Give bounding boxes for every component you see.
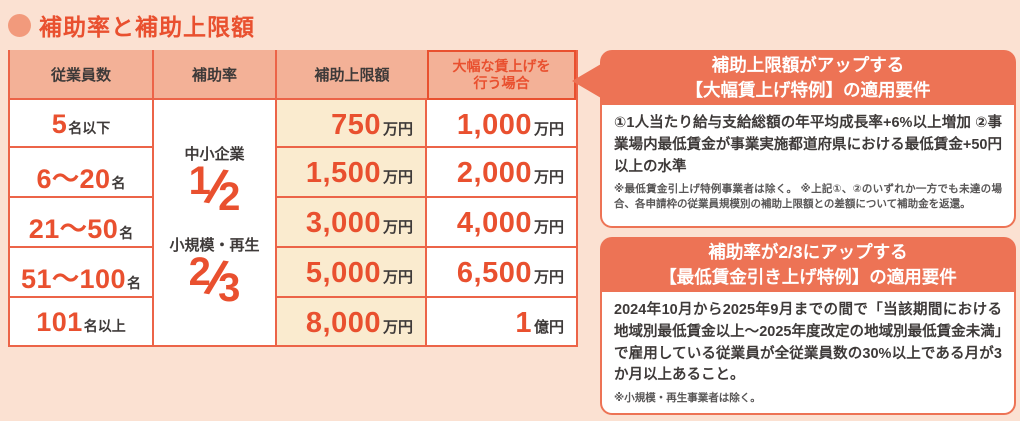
cap-cell: 750 万円 [277,100,427,148]
panel-title-line1: 補助上限額がアップする [711,55,905,75]
section-title-row: 補助率と補助上限額 [8,8,255,42]
raise-cap-cell: 6,500 万円 [427,247,576,298]
rate-label: 中小企業 [184,145,245,163]
panel-wage-raise-special: 補助上限額がアップする 【大幅賃上げ特例】の適用要件 ①1人当たり給与支給総額の… [600,50,1016,228]
raise-cap-cell: 1,000 万円 [427,100,576,148]
panel-requirements-text: ①1人当たり給与支給総額の年平均成長率+6%以上増加 ②事業場内最低賃金が事業実… [614,115,1002,175]
raise-cap-amount: 2,000 [456,156,532,189]
raise-cap-amount: 6,500 [456,256,532,289]
panel-title-line1: 補助率が2/3にアップする [708,242,908,262]
panel-body: 2024年10月から2025年9月までの間で「当該期間における地域別最低賃金以上… [600,292,1016,415]
cap-unit: 万円 [382,168,413,186]
header-wage-raise: 大幅な賃上げを 行う場合 [427,50,576,100]
panel-footnote: ※最低賃金引上げ特例事業者は除く。 ※上記①、②のいずれか一方でも未達の場合、各… [614,183,1002,211]
fraction-numerator: 1 [188,158,211,203]
cap-unit: 万円 [382,218,413,236]
raise-cap-amount: 4,000 [456,206,532,239]
cap-cell: 3,000 万円 [277,197,427,248]
raise-cap-unit: 万円 [533,268,564,286]
rate-group-shokibo: 小規模・再生 2/3 [169,234,260,308]
panel-body: ①1人当たり給与支給総額の年平均成長率+6%以上増加 ②事業場内最低賃金が事業実… [600,105,1016,228]
page-title: 補助率と補助上限額 [39,14,255,40]
cap-unit: 万円 [382,121,413,138]
cap-amount: 3,000 [305,206,381,239]
cap-cell: 1,500 万円 [277,147,427,198]
cap-cell: 8,000 万円 [277,297,427,345]
raise-cap-amount: 1,000 [456,109,532,141]
cap-amount: 1,500 [305,156,381,189]
cap-amount: 5,000 [305,256,381,289]
raise-cap-cell: 4,000 万円 [427,197,576,248]
rate-group-chusho: 中小企業 1/2 [184,143,245,217]
fraction-two-thirds: 2/3 [188,249,241,308]
fraction-denominator: 3 [218,265,241,310]
employees-cell: 101 名以上 [10,297,154,345]
header-employees: 従業員数 [10,50,154,100]
fraction-denominator: 2 [218,174,241,219]
employees-cell: 51〜100 名 [10,247,154,298]
header-wage-raise-line2: 行う場合 [473,75,530,91]
employees-count: 51〜100 [20,263,127,294]
cap-amount: 8,000 [305,306,381,339]
employees-cell: 21〜50 名 [10,197,154,248]
subsidy-table: 従業員数 補助率 補助上限額 大幅な賃上げを 行う場合 5 名以下 6〜20 名 2… [8,50,578,347]
header-cap: 補助上限額 [277,50,427,100]
cap-unit: 万円 [382,268,413,286]
header-wage-raise-line1: 大幅な賃上げを [452,57,551,74]
raise-cap-cell: 2,000 万円 [427,147,576,198]
employees-count: 5 [51,109,68,139]
employees-cell: 5 名以下 [10,100,154,148]
panel-title-line2: 【大幅賃上げ特例】の適用要件 [685,79,931,100]
fraction-numerator: 2 [188,249,211,294]
raise-cap-amount: 1 [515,306,532,339]
employees-count: 21〜50 [28,213,119,244]
title-bullet-icon [8,13,31,37]
employees-unit: 名 [119,224,134,241]
fraction-one-half: 1/2 [188,158,241,217]
panel-min-wage-special: 補助率が2/3にアップする 【最低賃金引き上げ特例】の適用要件 2024年10月… [600,237,1016,415]
panel-header: 補助上限額がアップする 【大幅賃上げ特例】の適用要件 [600,50,1016,105]
employees-count: 101 [36,306,83,337]
rate-cell: 中小企業 1/2 小規模・再生 2/3 [154,100,277,345]
cap-cell: 5,000 万円 [277,247,427,298]
callout-arrow-left-icon [572,64,601,98]
panel-footnote: ※小規模・再生事業者は除く。 [614,392,761,404]
raise-cap-unit: 万円 [533,168,564,186]
employees-count: 6〜20 [36,163,111,194]
panel-requirements-text: 2024年10月から2025年9月までの間で「当該期間における地域別最低賃金以上… [614,302,1002,384]
raise-cap-unit: 万円 [533,121,564,138]
cap-unit: 万円 [382,318,413,336]
cap-amount: 750 [331,109,381,141]
panel-header: 補助率が2/3にアップする 【最低賃金引き上げ特例】の適用要件 [600,237,1016,292]
raise-cap-cell: 1 億円 [427,297,576,345]
raise-cap-unit: 億円 [533,318,564,336]
employees-unit: 名以下 [68,120,111,136]
panel-title-line2: 【最低賃金引き上げ特例】の適用要件 [659,266,957,287]
employees-cell: 6〜20 名 [10,147,154,198]
header-rate: 補助率 [154,50,277,100]
raise-cap-unit: 万円 [533,218,564,236]
employees-unit: 名 [111,174,126,191]
employees-unit: 名 [127,274,142,291]
employees-unit: 名以上 [83,317,126,334]
rate-label: 小規模・再生 [169,236,260,254]
